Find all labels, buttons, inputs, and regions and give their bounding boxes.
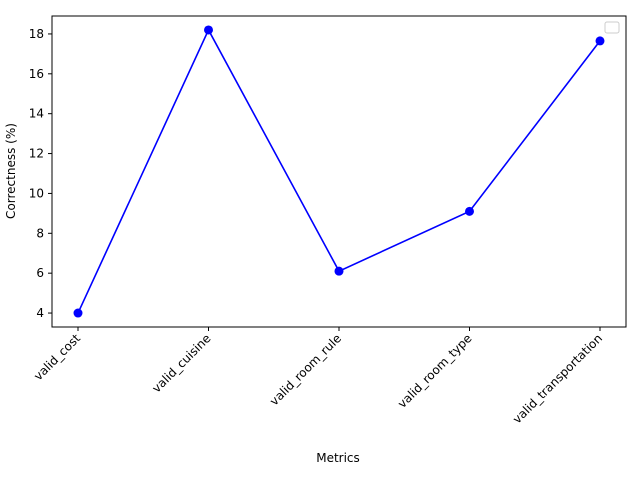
y-tick-label: 12: [29, 147, 44, 161]
y-tick-label: 8: [36, 226, 44, 240]
data-point: [73, 308, 83, 318]
y-axis-title: Correctness (%): [4, 123, 18, 219]
y-tick-label: 18: [29, 27, 44, 41]
data-point: [465, 206, 474, 216]
x-axis-title: Metrics: [316, 451, 360, 465]
legend-layer: [604, 21, 620, 34]
data-point: [204, 25, 213, 35]
y-tick-label: 4: [36, 306, 44, 320]
y-tick-label: 14: [29, 107, 44, 121]
data-point: [595, 36, 605, 46]
series-layer: [73, 25, 605, 318]
data-point: [334, 266, 344, 276]
y-tick-label: 6: [36, 266, 44, 280]
y-tick-label: 10: [29, 186, 44, 200]
y-tick-label: 16: [29, 67, 44, 81]
legend-box: [604, 21, 620, 34]
